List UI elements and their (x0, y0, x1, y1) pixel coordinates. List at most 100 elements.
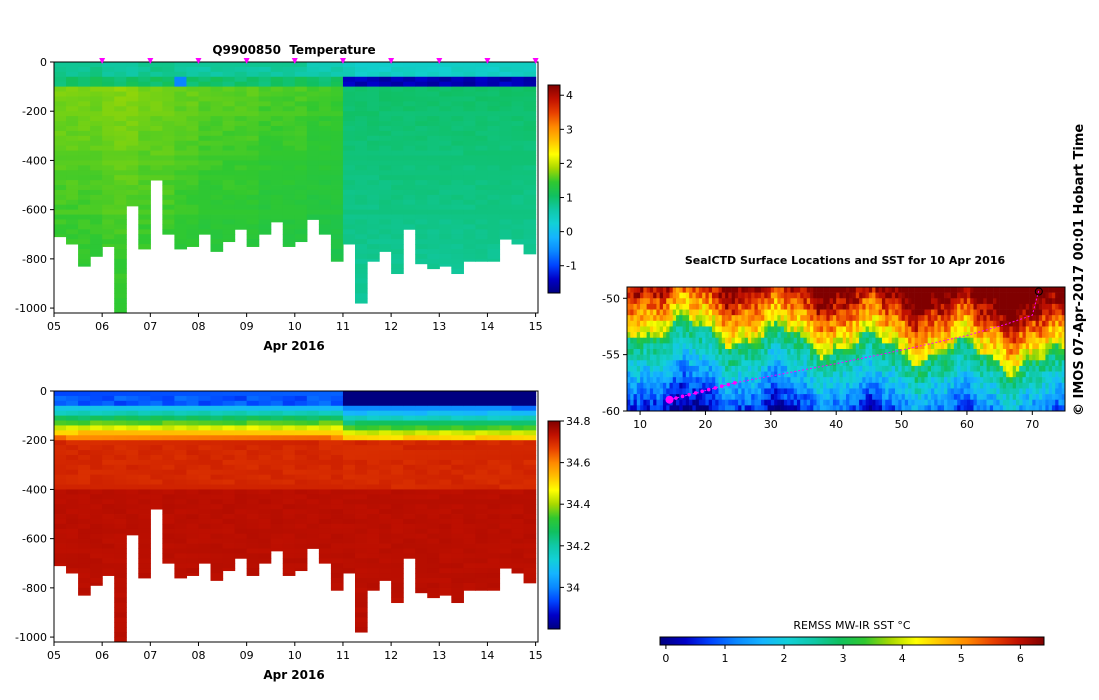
salinity-cell (379, 484, 392, 490)
temperature-cell (294, 165, 308, 171)
sst-cell (963, 287, 968, 293)
salinity-cell (90, 479, 103, 485)
sst-cell (800, 349, 804, 355)
salinity-cell (174, 563, 188, 569)
temperature-cell (174, 175, 188, 181)
salinity-cell (354, 504, 368, 510)
temperature-cell (342, 140, 356, 147)
temperature-cell (475, 106, 489, 112)
sst-cell (999, 320, 1004, 327)
temperature-cell (342, 66, 356, 73)
sst-cell (1035, 343, 1040, 350)
salinity-cell (463, 548, 476, 554)
salinity-cell (102, 563, 115, 569)
sst-cell (960, 309, 964, 316)
sst-cell (934, 292, 938, 299)
sst-cell (930, 287, 935, 293)
sst-cell (849, 303, 853, 310)
sst-cell (980, 315, 984, 322)
temperature-cell (258, 185, 272, 191)
temperature-cell (354, 199, 368, 206)
salinity-cell (415, 494, 428, 500)
temperature-cell (354, 76, 368, 83)
sst-cell (872, 337, 876, 344)
temperature-cell (511, 66, 525, 73)
temperature-cell (330, 224, 344, 230)
temperature-cell (318, 155, 332, 161)
temperature-cell (354, 239, 368, 245)
salinity-cell (222, 489, 236, 495)
sst-cell (947, 292, 951, 299)
salinity-cell (439, 528, 452, 535)
salinity-cell (379, 553, 392, 559)
sst-cell (715, 354, 719, 361)
salinity-cell (427, 523, 440, 530)
salinity-cell (403, 410, 416, 417)
sst-cell (957, 349, 961, 355)
temperature-cell (342, 91, 356, 97)
sst-cell (676, 337, 680, 344)
sst-cell (937, 298, 942, 305)
salinity-cell (330, 538, 344, 544)
sst-cell (881, 298, 886, 305)
salinity-cell (282, 558, 296, 564)
sst-cell (855, 337, 860, 344)
sst-cell (1051, 337, 1056, 344)
sst-cell (1019, 332, 1023, 339)
salinity-cell (463, 509, 476, 515)
sst-cell (996, 315, 1000, 322)
salinity-cell (427, 459, 440, 466)
salinity-cell (246, 450, 260, 456)
sst-cell (800, 315, 804, 322)
sst-cell (914, 337, 919, 344)
sst-cell (911, 309, 915, 316)
temperature-cell (102, 185, 115, 191)
temperature-cell (379, 234, 392, 240)
sst-row (627, 298, 1065, 305)
sst-cell (633, 292, 638, 299)
sst-cell (711, 337, 716, 344)
temperature-cell (138, 140, 151, 147)
temperature-cell (379, 219, 392, 225)
sst-cell (682, 287, 687, 293)
temperature-cell (415, 76, 428, 83)
salinity-cell (475, 504, 489, 510)
salinity-cell (270, 469, 284, 476)
salinity-cell (162, 459, 175, 466)
temperature-cell (523, 62, 537, 68)
sst-cell (741, 332, 745, 339)
salinity-cell (234, 543, 248, 549)
salinity-cell (318, 400, 332, 407)
temperature-cell (66, 194, 79, 201)
salinity-cell (499, 400, 513, 407)
temperature-cell (511, 62, 525, 68)
salinity-cell (318, 553, 332, 559)
sst-cell (718, 315, 723, 322)
salinity-cell (451, 504, 464, 510)
sst-cell (636, 292, 641, 299)
salinity-cell (451, 499, 464, 505)
salinity-cell (126, 474, 139, 480)
salinity-cell (186, 573, 200, 576)
salinity-cell (126, 523, 139, 530)
sst-cell (1045, 326, 1049, 333)
salinity-cell (138, 474, 151, 480)
sst-cell (666, 332, 670, 339)
temperature-cell (463, 249, 476, 255)
sst-cell (832, 292, 837, 299)
temperature-cell (439, 175, 452, 181)
sst-cell (895, 315, 899, 322)
temperature-cell (475, 145, 489, 151)
temperature-cell (210, 239, 224, 245)
sst-cell (859, 315, 863, 322)
sst-cell (643, 343, 647, 350)
temperature-cell (499, 145, 513, 151)
salinity-cell (330, 514, 344, 520)
temperature-cell (54, 180, 67, 186)
temperature-cell (114, 140, 127, 147)
sst-cell (940, 303, 945, 310)
sst-cell (983, 320, 987, 327)
sst-cell (705, 298, 710, 305)
salinity-cell (138, 445, 151, 451)
temperature-cell (379, 194, 392, 201)
